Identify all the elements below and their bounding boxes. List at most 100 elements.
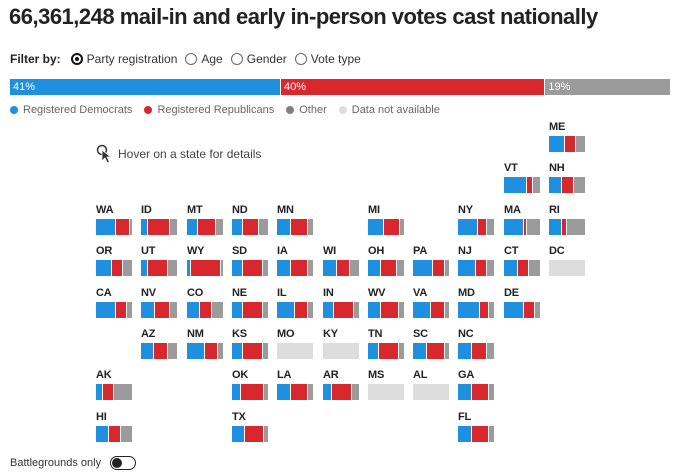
state-tile-wv[interactable]: WV	[368, 287, 404, 318]
state-tile-oh[interactable]: OH	[368, 245, 404, 276]
state-tile-hi[interactable]: HI	[96, 411, 132, 442]
state-tile-ok[interactable]: OK	[232, 369, 268, 400]
filter-option-party[interactable]: Party registration	[70, 52, 178, 66]
state-label: KY	[323, 328, 338, 340]
state-bar-dem	[141, 219, 149, 235]
state-tile-me[interactable]: ME	[549, 121, 585, 152]
state-share-bar	[187, 302, 223, 318]
state-tile-wa[interactable]: WA	[96, 204, 132, 235]
state-bar-rep	[518, 260, 530, 276]
state-bar-other	[527, 219, 540, 235]
state-bar-other	[353, 302, 359, 318]
state-tile-tx[interactable]: TX	[232, 411, 268, 442]
state-bar-other	[262, 260, 268, 276]
state-tile-de[interactable]: DE	[504, 287, 540, 318]
state-tile-nv[interactable]: NV	[141, 287, 177, 318]
state-share-bar	[323, 343, 359, 359]
legend-label: Registered Republicans	[157, 104, 275, 116]
state-tile-or[interactable]: OR	[96, 245, 132, 276]
legend-label: Data not available	[351, 104, 440, 116]
state-tile-ky[interactable]: KY	[323, 328, 359, 359]
state-bar-other	[486, 219, 494, 235]
state-bar-dem	[368, 302, 381, 318]
state-tile-nc[interactable]: NC	[458, 328, 494, 359]
filter-option-label: Party registration	[86, 52, 178, 66]
state-bar-dem	[458, 343, 473, 359]
state-tile-ks[interactable]: KS	[232, 328, 268, 359]
filter-option-gender[interactable]: Gender	[230, 52, 287, 66]
state-bar-rep	[427, 343, 446, 359]
state-tile-co[interactable]: CO	[187, 287, 223, 318]
state-tile-vt[interactable]: VT	[504, 162, 540, 193]
state-tile-ct[interactable]: CT	[504, 245, 540, 276]
legend-label: Registered Democrats	[23, 104, 133, 116]
state-tile-nd[interactable]: ND	[232, 204, 268, 235]
state-tile-az[interactable]: AZ	[141, 328, 177, 359]
state-share-bar	[504, 177, 540, 193]
state-tile-ar[interactable]: AR	[323, 369, 359, 400]
battlegrounds-toggle[interactable]	[110, 456, 137, 470]
radio-icon[interactable]	[294, 53, 307, 65]
state-tile-sd[interactable]: SD	[232, 245, 268, 276]
state-bar-dem	[368, 219, 385, 235]
state-bar-dem	[96, 219, 116, 235]
state-bar-dem	[96, 260, 113, 276]
state-tile-ms[interactable]: MS	[368, 369, 404, 400]
state-bar-dem	[232, 260, 243, 276]
state-tile-ma[interactable]: MA	[504, 204, 540, 235]
state-label: NH	[549, 162, 565, 174]
state-tile-ny[interactable]: NY	[458, 204, 494, 235]
state-tile-sc[interactable]: SC	[413, 328, 449, 359]
state-tile-ia[interactable]: IA	[277, 245, 313, 276]
state-tile-md[interactable]: MD	[458, 287, 494, 318]
state-tile-al[interactable]: AL	[413, 369, 449, 400]
state-bar-other	[351, 384, 359, 400]
state-tile-ak[interactable]: AK	[96, 369, 132, 400]
legend-item: Registered Democrats	[10, 104, 132, 116]
state-bar-dem	[141, 302, 156, 318]
state-tile-fl[interactable]: FL	[458, 411, 494, 442]
state-tile-ca[interactable]: CA	[96, 287, 132, 318]
state-tile-mn[interactable]: MN	[277, 204, 313, 235]
state-tile-il[interactable]: IL	[277, 287, 313, 318]
state-share-bar	[504, 260, 540, 276]
national-bar-segment: 19%	[545, 79, 671, 95]
state-tile-mi[interactable]: MI	[368, 204, 404, 235]
radio-icon[interactable]	[230, 53, 243, 65]
filter-option-vote-type[interactable]: Vote type	[294, 52, 361, 66]
state-tile-wi[interactable]: WI	[323, 245, 359, 276]
state-bar-dem	[504, 260, 519, 276]
state-label: MA	[504, 204, 521, 216]
state-tile-pa[interactable]: PA	[413, 245, 449, 276]
state-tile-mo[interactable]: MO	[277, 328, 313, 359]
state-label: PA	[413, 245, 428, 257]
state-bar-rep	[380, 302, 399, 318]
state-share-bar	[413, 302, 449, 318]
state-tile-in[interactable]: IN	[323, 287, 359, 318]
filter-label: Filter by:	[10, 52, 61, 66]
state-bar-rep	[153, 343, 168, 359]
state-tile-nh[interactable]: NH	[549, 162, 585, 193]
state-bar-dem	[368, 260, 381, 276]
state-tile-nm[interactable]: NM	[187, 328, 223, 359]
state-share-bar	[141, 343, 177, 359]
state-tile-va[interactable]: VA	[413, 287, 449, 318]
state-share-bar	[549, 136, 585, 152]
state-tile-wy[interactable]: WY	[187, 245, 223, 276]
state-bar-rep	[242, 260, 263, 276]
state-tile-mt[interactable]: MT	[187, 204, 223, 235]
filter-option-age[interactable]: Age	[185, 52, 223, 66]
state-tile-ne[interactable]: NE	[232, 287, 268, 318]
state-tile-id[interactable]: ID	[141, 204, 177, 235]
state-tile-tn[interactable]: TN	[368, 328, 404, 359]
state-bar-dem	[96, 384, 104, 400]
state-tile-ri[interactable]: RI	[549, 204, 585, 235]
radio-icon[interactable]	[185, 53, 198, 65]
state-label: MT	[187, 204, 203, 216]
state-tile-nj[interactable]: NJ	[458, 245, 494, 276]
radio-selected-icon[interactable]	[70, 53, 83, 65]
state-tile-ut[interactable]: UT	[141, 245, 177, 276]
state-tile-dc[interactable]: DC	[549, 245, 585, 276]
state-tile-ga[interactable]: GA	[458, 369, 494, 400]
state-tile-la[interactable]: LA	[277, 369, 313, 400]
